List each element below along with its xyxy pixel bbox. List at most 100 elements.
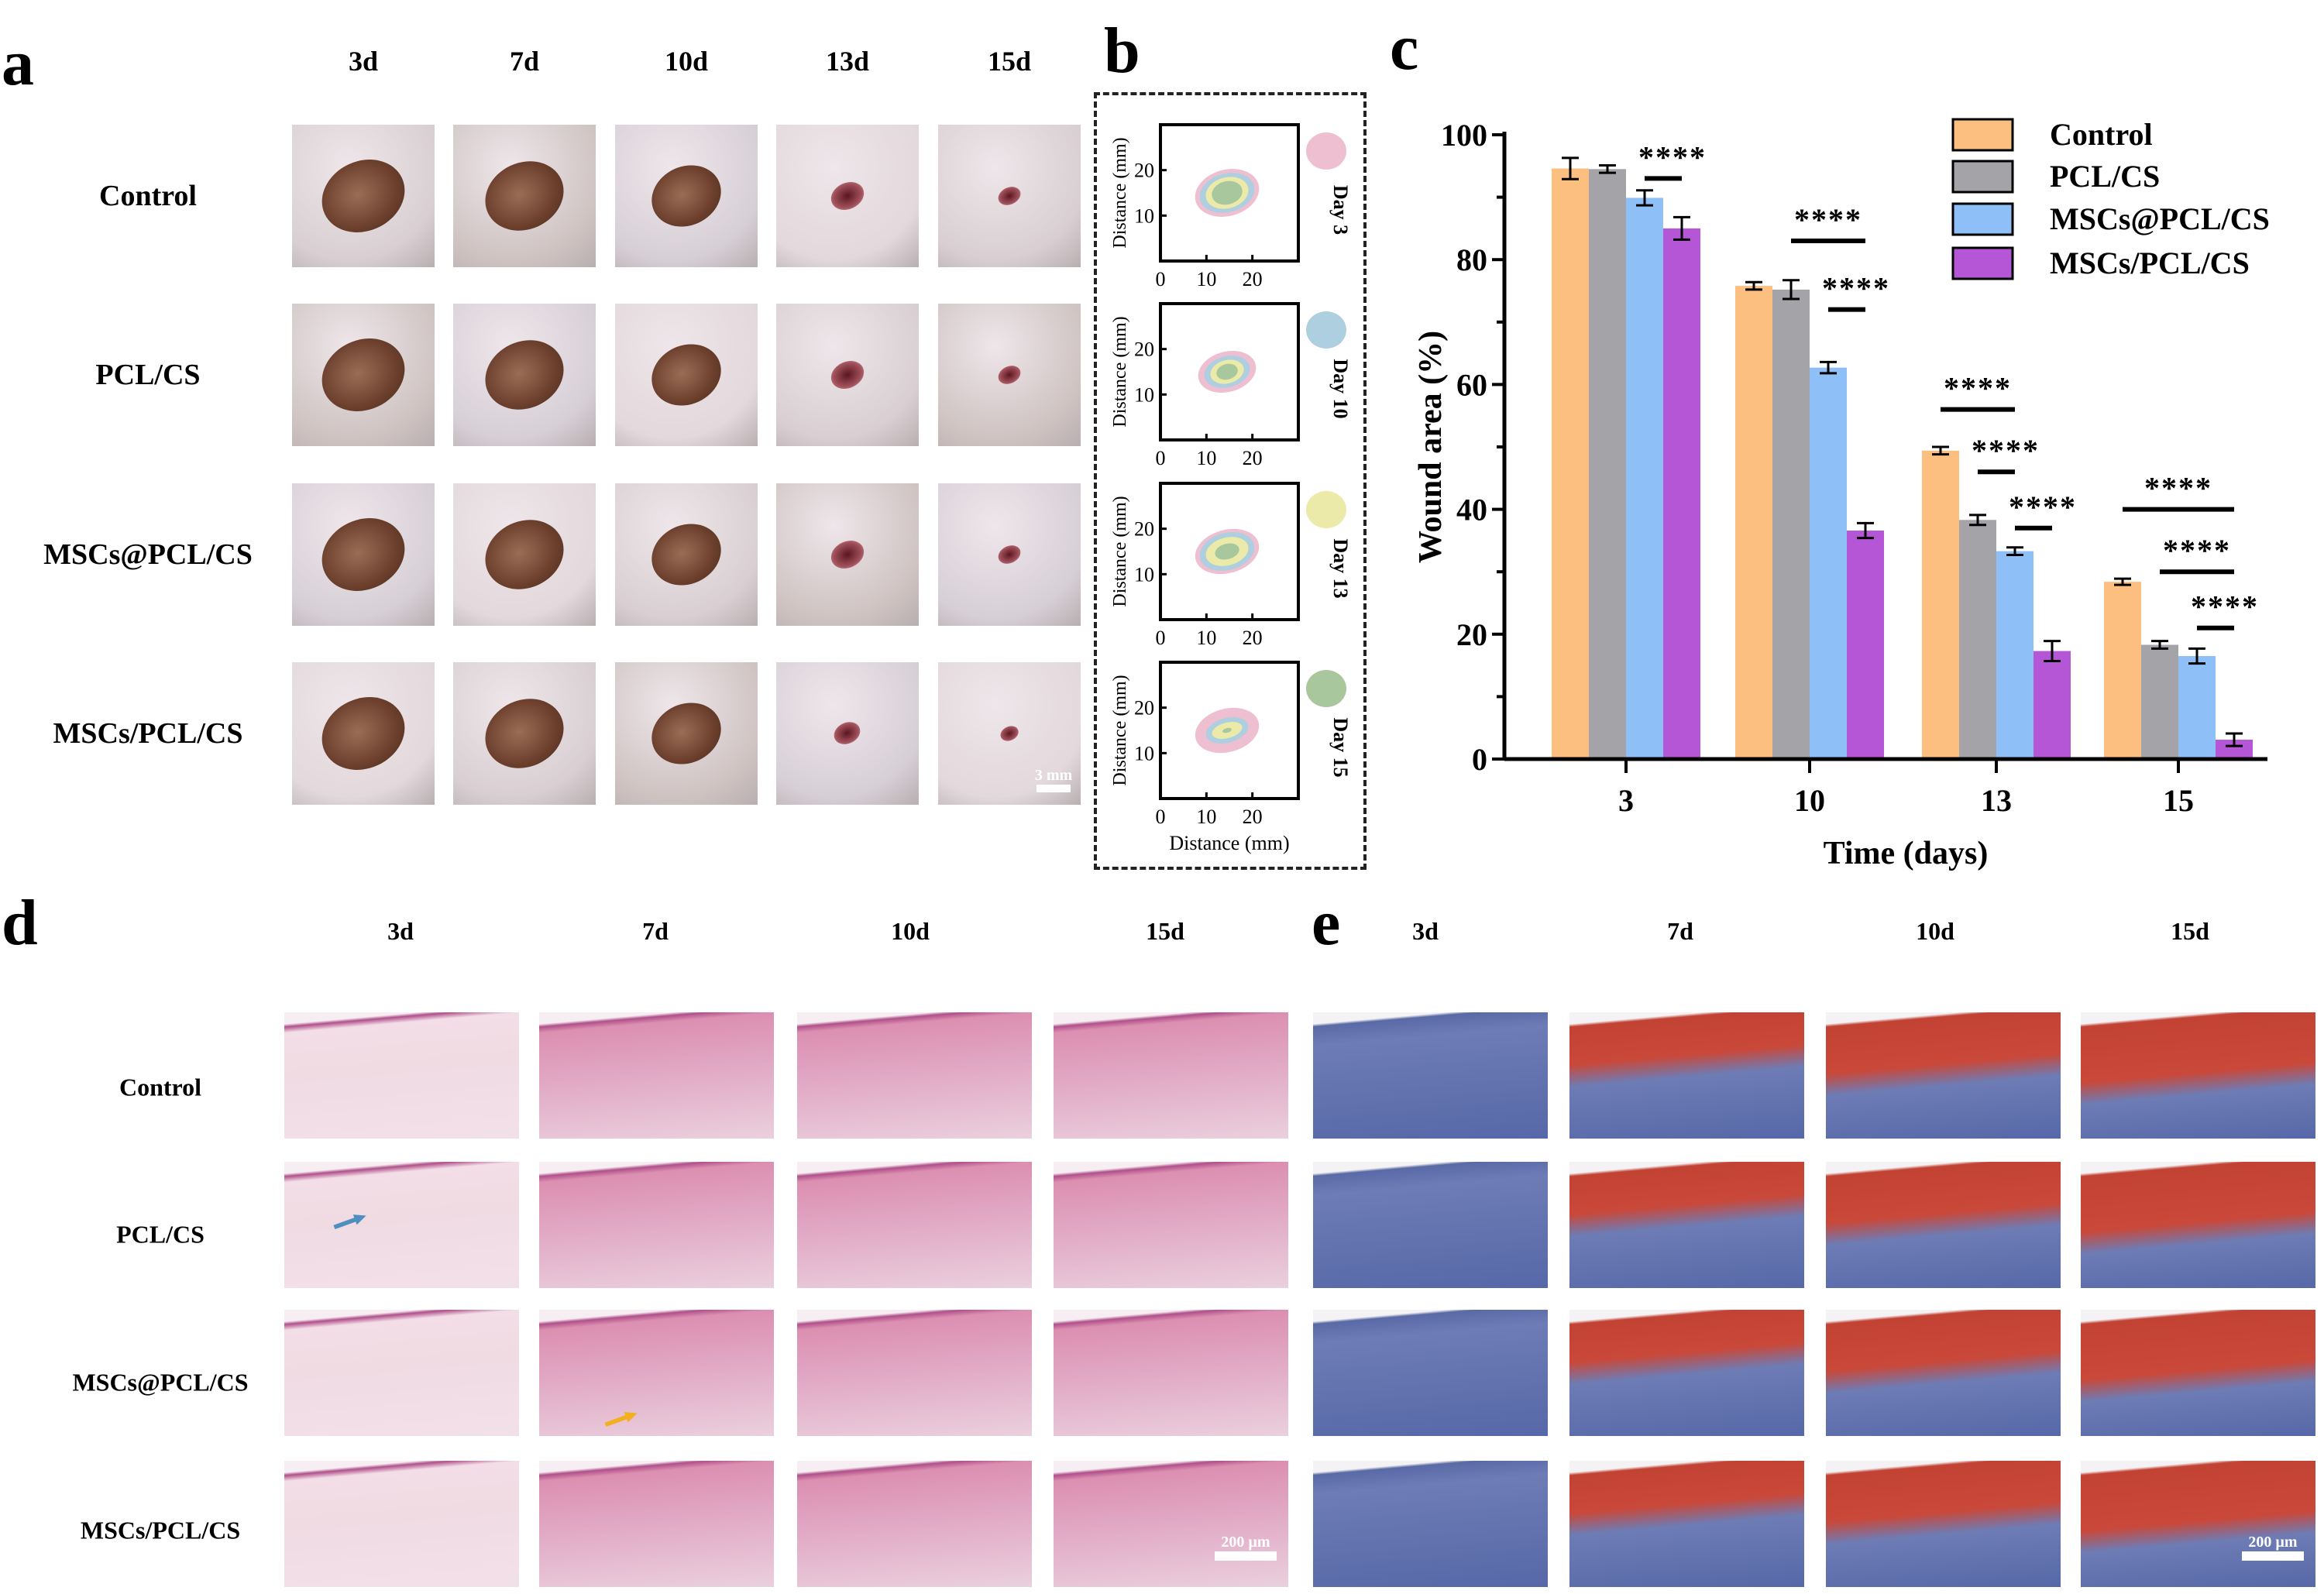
histology-image	[797, 1461, 1032, 1587]
x-tick-label: 0	[1156, 447, 1166, 469]
scale-bar-label: 200 µm	[1221, 1534, 1270, 1551]
scale-bar-label: 3 mm	[1034, 767, 1073, 784]
y-tick-label: 10	[1134, 383, 1154, 406]
x-tick-label: 20	[1243, 447, 1263, 469]
bar-pcl-cs-day-15	[2141, 644, 2178, 759]
scale-bar-line	[1037, 785, 1071, 792]
histology-image	[1569, 1162, 1804, 1288]
scale-bar-line	[2242, 1551, 2304, 1561]
histology-image	[539, 1461, 774, 1587]
bar-mscs-pcl-cs-day-13	[1996, 551, 2033, 759]
column-header-3d: 3d	[387, 917, 414, 945]
x-tick-label: 0	[1156, 806, 1166, 828]
x-tick-label: 3	[1618, 783, 1634, 818]
y-axis-label: Distance (mm)	[1110, 675, 1130, 785]
y-tick-label: 60	[1456, 367, 1487, 402]
significance-label: ****	[1944, 371, 2012, 406]
legend-swatch	[1951, 160, 2014, 194]
scale-bar: 3 mm	[1030, 767, 1077, 792]
histology-image	[1826, 1461, 2061, 1587]
histology-image	[1826, 1310, 2061, 1436]
wound-photo	[453, 483, 596, 626]
x-tick-label: 0	[1156, 627, 1166, 649]
bar-mscs-pcl-cs-day-3	[1626, 198, 1663, 759]
scale-bar: 200 µm	[2236, 1534, 2310, 1561]
row-label: MSCs@PCL/CS	[72, 1368, 249, 1396]
panel-b-frame	[1094, 92, 1367, 870]
wound-photo	[453, 304, 596, 446]
x-tick-label: 10	[1196, 627, 1216, 649]
x-tick-label: 13	[1981, 783, 2012, 818]
y-tick-label: 20	[1134, 518, 1154, 541]
y-tick-label: 20	[1134, 338, 1154, 361]
legend-day-label: Day 13	[1329, 538, 1352, 598]
histology-image	[2081, 1310, 2315, 1436]
histology-image	[2081, 1162, 2315, 1288]
y-tick-label: 20	[1134, 160, 1154, 182]
x-tick-label: 20	[1243, 268, 1263, 290]
row-label: PCL/CS	[95, 359, 201, 391]
legend-swatch	[1306, 491, 1346, 528]
column-header-10d: 10d	[1916, 917, 1954, 945]
histology-image	[539, 1162, 774, 1288]
panel-label-d: d	[2, 887, 38, 959]
bar-mscs-pcl-cs-day-13	[2033, 651, 2071, 759]
legend-day-label: Day 15	[1329, 717, 1352, 777]
x-tick-label: 15	[2163, 783, 2194, 818]
bar-mscs-pcl-cs-day-3	[1663, 228, 1700, 759]
wound-contour-day-15	[1212, 180, 1243, 205]
significance-label: ****	[2191, 589, 2259, 624]
scale-bar: 200 µm	[1208, 1534, 1283, 1561]
x-tick-label: 10	[1794, 783, 1825, 818]
histology-image	[284, 1162, 519, 1288]
histology-image	[539, 1310, 774, 1436]
x-axis-label: Distance (mm)	[1169, 832, 1289, 854]
wound-photo	[776, 304, 919, 446]
panel-label-b: b	[1104, 15, 1140, 87]
x-tick-label: 20	[1243, 806, 1263, 828]
legend-swatch	[1306, 670, 1346, 707]
legend-swatch	[1306, 132, 1346, 170]
wound-photo	[938, 304, 1081, 446]
y-tick-label: 100	[1441, 118, 1487, 153]
significance-label: ****	[1822, 271, 1890, 306]
histology-image	[1569, 1012, 1804, 1139]
wound-photo	[292, 125, 435, 267]
legend-label: MSCs/PCL/CS	[2050, 246, 2250, 280]
histology-image	[1313, 1310, 1548, 1436]
histology-image	[797, 1012, 1032, 1139]
wound-photo	[615, 125, 758, 267]
panel-label-e: e	[1312, 887, 1341, 959]
significance-label: ****	[1972, 433, 2040, 468]
legend-label: PCL/CS	[2050, 159, 2160, 194]
panel-label-a: a	[2, 27, 34, 99]
y-tick-label: 40	[1456, 493, 1487, 527]
bar-control-day-10	[1735, 286, 1772, 759]
histology-image	[1569, 1310, 1804, 1436]
column-header-3d: 3d	[1412, 917, 1439, 945]
column-header-3d: 3d	[348, 46, 379, 77]
wound-photo	[776, 125, 919, 267]
bar-control-day-13	[1922, 450, 1959, 759]
histology-image	[1313, 1461, 1548, 1587]
x-axis-label: Time (days)	[1824, 836, 1989, 871]
row-label: MSCs@PCL/CS	[43, 538, 253, 571]
histology-image	[284, 1012, 519, 1139]
wound-photo	[776, 483, 919, 626]
y-tick-label: 10	[1134, 563, 1154, 586]
wound-photo	[615, 304, 758, 446]
y-axis-label: Wound area (%)	[1413, 331, 1449, 563]
histology-image	[1054, 1461, 1288, 1587]
wound-photo	[615, 662, 758, 805]
wound-photo	[776, 662, 919, 805]
scale-bar-line	[1215, 1551, 1277, 1561]
legend-label: Control	[2050, 117, 2153, 152]
column-header-7d: 7d	[1667, 917, 1693, 945]
panel-label-c: c	[1390, 12, 1419, 84]
column-header-15d: 15d	[2171, 917, 2209, 945]
column-header-7d: 7d	[642, 917, 669, 945]
legend-swatch	[1951, 202, 2014, 236]
